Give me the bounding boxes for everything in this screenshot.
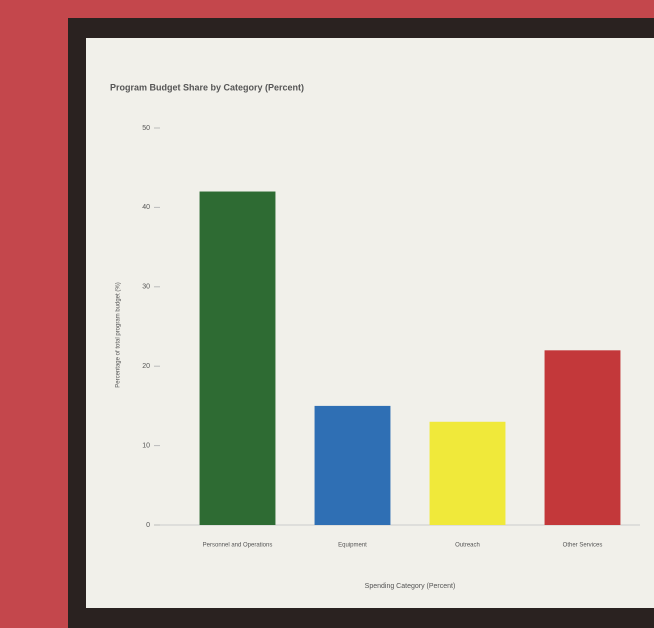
y-tick-label: 20 xyxy=(142,363,150,370)
bar xyxy=(429,421,506,525)
x-tick-label: Equipment xyxy=(338,543,367,549)
y-tick-label: 50 xyxy=(142,125,150,132)
x-tick-label: Other Services xyxy=(563,543,603,549)
bar xyxy=(314,405,391,525)
x-tick-label: Outreach xyxy=(455,543,480,549)
y-tick-label: 0 xyxy=(146,522,150,529)
x-axis-label: Spending Category (Percent) xyxy=(365,583,456,590)
y-tick-label: 40 xyxy=(142,204,150,211)
y-tick-label: 30 xyxy=(142,284,150,291)
chart-title: Program Budget Share by Category (Percen… xyxy=(110,82,304,92)
bar xyxy=(544,350,621,525)
x-tick-label: Personnel and Operations xyxy=(203,543,273,549)
y-tick-label: 10 xyxy=(142,442,150,449)
bar xyxy=(199,191,276,525)
y-axis-label: Percentage of total program budget (%) xyxy=(116,282,122,387)
